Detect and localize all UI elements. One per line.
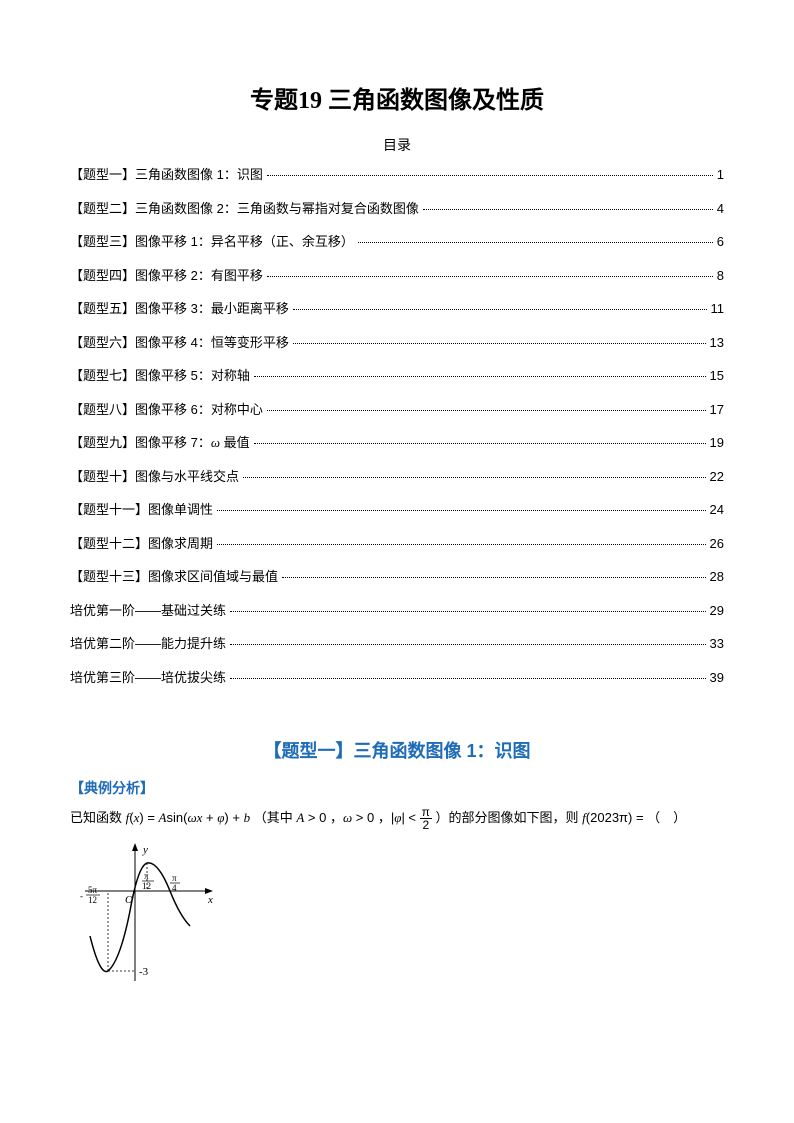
toc-dots <box>358 242 713 243</box>
toc-dots <box>267 410 706 411</box>
toc-item: 培优第三阶——培优拔尖练 39 <box>70 668 724 688</box>
section-heading: 【题型一】三角函数图像 1：识图 <box>70 737 724 763</box>
math-expr: f <box>126 810 130 825</box>
origin-label: O <box>125 894 133 906</box>
toc-page: 28 <box>710 567 724 587</box>
problem-suffix: （ ） <box>647 810 686 825</box>
toc-page: 17 <box>710 400 724 420</box>
problem-mid1: （其中 <box>254 810 297 825</box>
pi12-num: π <box>144 871 149 881</box>
toc-item: 【题型四】图像平移 2：有图平移 8 <box>70 266 724 286</box>
toc-item: 【题型六】图像平移 4：恒等变形平移 13 <box>70 333 724 353</box>
problem-prefix: 已知函数 <box>70 810 126 825</box>
toc-dots <box>293 309 707 310</box>
toc-page: 11 <box>711 299 725 319</box>
toc-dots <box>230 678 706 679</box>
toc-label: 【题型五】图像平移 3：最小距离平移 <box>70 299 289 319</box>
toc-item: 【题型一】三角函数图像 1：识图 1 <box>70 165 724 185</box>
toc-label: 培优第二阶——能力提升练 <box>70 634 226 654</box>
toc-page: 24 <box>710 500 724 520</box>
x-axis-label: x <box>207 894 213 906</box>
toc-dots <box>423 209 713 210</box>
toc-dots <box>230 611 706 612</box>
m5pi12-den: 12 <box>88 895 97 905</box>
problem-mid2: ， <box>330 810 343 825</box>
pi4-num: π <box>172 873 177 883</box>
toc-item: 【题型九】图像平移 7：ω 最值 19 <box>70 433 724 453</box>
toc-dots <box>254 443 706 444</box>
toc-item: 【题型二】三角函数图像 2：三角函数与幂指对复合函数图像 4 <box>70 199 724 219</box>
toc-item: 【题型八】图像平移 6：对称中心 17 <box>70 400 724 420</box>
toc-dots <box>293 343 706 344</box>
toc-item: 【题型七】图像平移 5：对称轴 15 <box>70 366 724 386</box>
toc-label: 【题型八】图像平移 6：对称中心 <box>70 400 263 420</box>
table-of-contents: 【题型一】三角函数图像 1：识图 1 【题型二】三角函数图像 2：三角函数与幂指对… <box>70 165 724 687</box>
toc-label: 【题型十三】图像求区间值域与最值 <box>70 567 278 587</box>
toc-label: 【题型四】图像平移 2：有图平移 <box>70 266 263 286</box>
toc-dots <box>254 376 706 377</box>
toc-page: 39 <box>710 668 724 688</box>
toc-dots <box>282 577 706 578</box>
toc-page: 22 <box>710 467 724 487</box>
problem-mid3: ， <box>378 810 391 825</box>
toc-label: 培优第一阶——基础过关练 <box>70 601 226 621</box>
toc-label: 【题型二】三角函数图像 2：三角函数与幂指对复合函数图像 <box>70 199 419 219</box>
toc-heading: 目录 <box>70 135 724 155</box>
toc-dots <box>217 510 706 511</box>
toc-page: 15 <box>710 366 724 386</box>
toc-item: 【题型十三】图像求区间值域与最值 28 <box>70 567 724 587</box>
toc-label: 【题型九】图像平移 7：ω 最值 <box>70 433 250 453</box>
toc-page: 33 <box>710 634 724 654</box>
toc-item: 培优第二阶——能力提升练 33 <box>70 634 724 654</box>
svg-text:-: - <box>80 891 83 901</box>
toc-dots <box>243 477 706 478</box>
example-label: 【典例分析】 <box>70 778 724 798</box>
toc-label: 【题型六】图像平移 4：恒等变形平移 <box>70 333 289 353</box>
toc-page: 19 <box>710 433 724 453</box>
pi12-den: 12 <box>142 881 151 891</box>
toc-label: 【题型三】图像平移 1：异名平移（正、余互移） <box>70 232 354 252</box>
toc-label: 【题型十一】图像单调性 <box>70 500 213 520</box>
toc-page: 26 <box>710 534 724 554</box>
toc-item: 【题型十一】图像单调性 24 <box>70 500 724 520</box>
toc-dots <box>267 175 713 176</box>
function-graph: y x O -3 π 12 π 4 - 5π 12 <box>80 841 724 996</box>
toc-page: 8 <box>717 266 724 286</box>
toc-item: 【题型十】图像与水平线交点 22 <box>70 467 724 487</box>
toc-item: 【题型五】图像平移 3：最小距离平移 11 <box>70 299 724 319</box>
page-title: 专题19 三角函数图像及性质 <box>70 80 724 115</box>
toc-label: 培优第三阶——培优拔尖练 <box>70 668 226 688</box>
toc-page: 13 <box>710 333 724 353</box>
toc-item: 培优第一阶——基础过关练 29 <box>70 601 724 621</box>
toc-label: 【题型十二】图像求周期 <box>70 534 213 554</box>
toc-dots <box>267 276 713 277</box>
minus3-label: -3 <box>139 966 149 978</box>
toc-label: 【题型十】图像与水平线交点 <box>70 467 239 487</box>
toc-page: 29 <box>710 601 724 621</box>
toc-dots <box>230 644 706 645</box>
toc-page: 4 <box>717 199 724 219</box>
pi4-den: 4 <box>172 883 177 893</box>
toc-page: 1 <box>717 165 724 185</box>
toc-item: 【题型十二】图像求周期 26 <box>70 534 724 554</box>
toc-label: 【题型七】图像平移 5：对称轴 <box>70 366 250 386</box>
problem-mid4: ）的部分图像如下图，则 <box>436 810 583 825</box>
y-axis-label: y <box>142 844 148 856</box>
toc-dots <box>217 544 706 545</box>
toc-label: 【题型一】三角函数图像 1：识图 <box>70 165 263 185</box>
problem-text: 已知函数 f(x) = Asin(ωx + φ) + b （其中 A > 0 ，… <box>70 806 724 831</box>
toc-item: 【题型三】图像平移 1：异名平移（正、余互移） 6 <box>70 232 724 252</box>
m5pi12-num: 5π <box>88 885 98 895</box>
toc-page: 6 <box>717 232 724 252</box>
